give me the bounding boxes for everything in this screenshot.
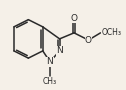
- Text: OCH₃: OCH₃: [102, 28, 122, 37]
- Text: O: O: [85, 36, 92, 45]
- Text: N: N: [56, 46, 63, 55]
- Text: N: N: [47, 57, 53, 66]
- Text: O: O: [71, 14, 77, 23]
- Text: CH₃: CH₃: [43, 77, 57, 86]
